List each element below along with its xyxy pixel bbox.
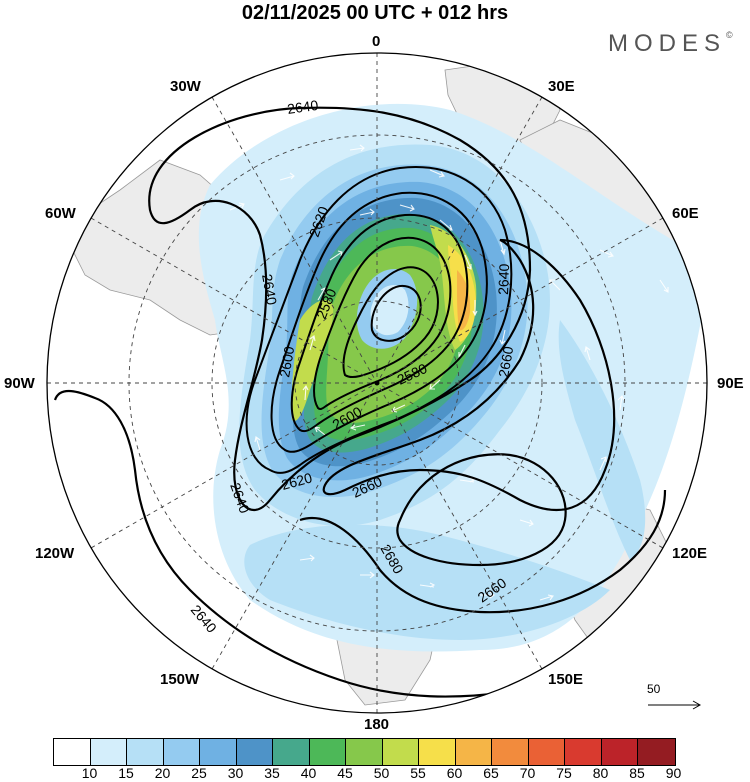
lon-label-120w: 120W (35, 545, 75, 562)
wind-speed-colorbar (53, 738, 676, 766)
colorbar-tick-label: 80 (592, 765, 609, 781)
colorbar-swatch (127, 739, 164, 765)
contour-2520 (370, 284, 422, 342)
contour-2600 (270, 191, 488, 453)
map-content (47, 53, 707, 713)
colorbar-tick-label: 20 (154, 765, 171, 781)
colorbar-swatch (236, 739, 273, 765)
colorbar-tick-label: 15 (118, 765, 134, 781)
colorbar-swatch (200, 739, 237, 765)
contour-2540 (342, 266, 439, 379)
lon-label-60e: 60E (672, 205, 699, 222)
contour-label-2620: 2620 (280, 469, 314, 493)
colorbar-swatch (455, 739, 492, 765)
map-title: 02/11/2025 00 UTC + 012 hrs (241, 2, 509, 24)
colorbar-swatch (273, 739, 310, 765)
wind-shade-core-left (291, 300, 334, 421)
lon-label-0: 0 (372, 33, 381, 50)
lon-label-30e: 30E (548, 78, 575, 95)
contour-2640-outer (148, 106, 532, 512)
colorbar-tick-label: 25 (191, 765, 207, 781)
colorbar-tick-label: 30 (227, 765, 244, 781)
contour-label-2640: 2640 (188, 602, 220, 636)
lon-label-180: 180 (364, 716, 390, 733)
lon-label-30w: 30W (170, 78, 201, 95)
colorbar-tick-label: 85 (629, 765, 645, 781)
colorbar-tick-label: 55 (410, 765, 426, 781)
modes-logo: MODES© (608, 30, 733, 58)
wind-shade-65 (457, 270, 471, 331)
colorbar-swatch (419, 739, 456, 765)
colorbar-tick-label: 60 (446, 765, 463, 781)
reference-vector-label: 50 (647, 682, 661, 696)
lon-label-90w: 90W (4, 375, 35, 392)
lon-label-150w: 150W (160, 671, 200, 688)
wind-core-inner (370, 285, 409, 336)
colorbar-tick-label: 10 (81, 765, 98, 781)
colorbar-swatch (601, 739, 638, 765)
colorbar-tick-label: 40 (300, 765, 317, 781)
lon-label-60w: 60W (45, 205, 76, 222)
contour-2660-east (322, 238, 616, 512)
lon-label-150e: 150E (548, 671, 584, 688)
contour-label-2640: 2640 (259, 273, 280, 307)
contour-label-2640: 2640 (286, 97, 319, 117)
colorbar-swatch (492, 739, 529, 765)
colorbar-swatch (565, 739, 602, 765)
contour-2580 (290, 213, 469, 433)
colorbar-swatch (382, 739, 419, 765)
colorbar-swatch (309, 739, 346, 765)
lon-label-120e: 120E (672, 545, 708, 562)
contour-2620 (245, 166, 513, 474)
colorbar-tick-label: 45 (337, 765, 353, 781)
contour-2640-south (53, 390, 521, 698)
contour-label-2600: 2600 (276, 345, 297, 379)
colorbar-tick-label: 90 (665, 765, 682, 781)
lon-label-90e: 90E (717, 375, 744, 392)
colorbar-swatch (90, 739, 127, 765)
colorbar-swatch (638, 739, 675, 765)
map-boundary (46, 52, 708, 714)
height-contours (53, 106, 667, 698)
colorbar-swatch (528, 739, 565, 765)
wind-band-east (558, 320, 646, 560)
copyright-mark: © (726, 30, 733, 40)
colorbar-tick-label: 50 (373, 765, 390, 781)
contour-2680 (396, 453, 567, 567)
contour-2560 (313, 236, 452, 411)
contour-2660-south (299, 489, 667, 614)
colorbar-swatch (163, 739, 200, 765)
contour-label-2640: 2640 (495, 263, 512, 295)
contour-label-2660: 2660 (495, 345, 516, 379)
colorbar-tick-label: 35 (264, 765, 280, 781)
colorbar-tick-label: 75 (556, 765, 572, 781)
reference-vector-arrow (648, 700, 702, 710)
colorbar-tick-label: 70 (519, 765, 536, 781)
north-pole-marker (374, 380, 380, 386)
modes-logo-text: MODES (608, 30, 727, 57)
colorbar-swatch (54, 739, 91, 765)
colorbar-swatch (346, 739, 383, 765)
colorbar-tick-label: 65 (483, 765, 499, 781)
